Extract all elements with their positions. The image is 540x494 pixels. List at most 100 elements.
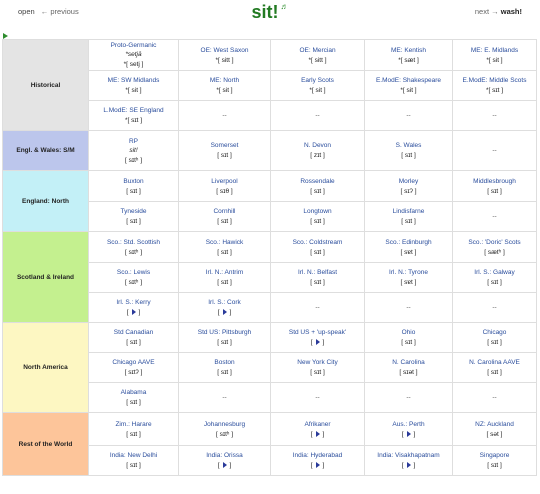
- next-word-link[interactable]: wash!: [500, 7, 522, 16]
- play-audio-icon[interactable]: [315, 462, 320, 469]
- play-audio-icon[interactable]: [406, 462, 411, 469]
- accent-cell[interactable]: Tyneside [ sɪt ]: [88, 201, 179, 232]
- accent-cell[interactable]: Early Scots *[ sit ]: [270, 70, 365, 101]
- next-nav[interactable]: next → wash!: [475, 7, 522, 16]
- accent-cell[interactable]: Irl. N.: Antrim [ sɪt ]: [178, 262, 271, 293]
- accent-cell[interactable]: --: [178, 100, 271, 131]
- location-link[interactable]: Irl. S.: Cork: [208, 299, 241, 306]
- location-link[interactable]: Alabama: [120, 389, 147, 396]
- audio-clip[interactable]: []: [310, 339, 325, 346]
- location-link[interactable]: Afrikaner: [304, 420, 331, 428]
- location-link[interactable]: OE: West Saxon: [200, 46, 249, 54]
- location-link[interactable]: New York City: [297, 359, 338, 366]
- location-link[interactable]: Aus.: Perth: [392, 420, 425, 428]
- accent-cell[interactable]: Sco.: 'Doric' Scots [ sætʰ ]: [452, 231, 537, 263]
- accent-cell[interactable]: N. Carolina [ sɪət ]: [364, 352, 453, 383]
- accent-cell[interactable]: Zim.: Harare [ sɪt ]: [88, 412, 179, 446]
- play-audio-icon[interactable]: [222, 309, 227, 316]
- accent-cell[interactable]: Morley [ sɪʔ ]: [364, 170, 453, 202]
- accent-cell[interactable]: New York City [ sɪt ]: [270, 352, 365, 383]
- location-link[interactable]: Chicago AAVE: [112, 359, 155, 366]
- location-link[interactable]: L.ModE: SE England: [103, 107, 164, 114]
- location-link[interactable]: N. Devon: [303, 142, 332, 149]
- accent-cell[interactable]: Middlesbrough [ sɪt ]: [452, 170, 537, 202]
- accent-cell[interactable]: --: [178, 382, 271, 413]
- accent-cell[interactable]: --: [270, 382, 365, 413]
- accent-cell[interactable]: Boston [ sɪt ]: [178, 352, 271, 383]
- accent-cell[interactable]: India: New Delhi [ sɪt ]: [88, 445, 179, 476]
- location-link[interactable]: RP: [128, 137, 139, 145]
- location-link[interactable]: India: New Delhi: [109, 452, 158, 459]
- location-link[interactable]: Std US: Pittsburgh: [197, 329, 252, 336]
- accent-cell[interactable]: ME: SW Midlands *[ sit ]: [88, 70, 179, 101]
- accent-cell[interactable]: Liverpool [ sɪθ ]: [178, 170, 271, 202]
- accent-cell[interactable]: --: [452, 292, 537, 323]
- accent-cell[interactable]: Somerset [ sɪt ]: [178, 130, 271, 171]
- location-link[interactable]: India: Visakhapatnam: [377, 452, 440, 459]
- location-link[interactable]: Boston: [214, 359, 235, 366]
- location-link[interactable]: Middlesbrough: [473, 177, 516, 185]
- audio-clip[interactable]: []: [217, 462, 232, 469]
- accent-cell[interactable]: OE: Mercian *[ sitt ]: [270, 39, 365, 71]
- accent-cell[interactable]: Lindisfarne [ sɪt ]: [364, 201, 453, 232]
- location-link[interactable]: Tyneside: [120, 208, 147, 215]
- location-link[interactable]: Somerset: [210, 142, 239, 149]
- location-link[interactable]: Johannesburg: [203, 420, 246, 428]
- location-link[interactable]: ME: E. Midlands: [470, 46, 519, 54]
- location-link[interactable]: Lindisfarne: [392, 208, 425, 215]
- accent-cell[interactable]: --: [452, 382, 537, 413]
- accent-cell[interactable]: Irl. S.: Cork []: [178, 292, 271, 323]
- accent-cell[interactable]: Chicago AAVE [ sɪtʔ ]: [88, 352, 179, 383]
- location-link[interactable]: Irl. N.: Belfast: [297, 269, 337, 276]
- audio-clip[interactable]: []: [310, 462, 325, 469]
- accent-cell[interactable]: Longtown [ sɪt ]: [270, 201, 365, 232]
- accent-cell[interactable]: Sco.: Hawick [ sɪt ]: [178, 231, 271, 263]
- location-link[interactable]: Sco.: Hawick: [205, 238, 244, 246]
- location-link[interactable]: Chicago: [482, 329, 507, 336]
- location-link[interactable]: N. Carolina AAVE: [469, 359, 520, 366]
- accent-cell[interactable]: India: Orissa []: [178, 445, 271, 476]
- accent-cell[interactable]: Alabama [ sɪt ]: [88, 382, 179, 413]
- audio-clip[interactable]: []: [310, 430, 325, 438]
- accent-cell[interactable]: --: [452, 130, 537, 171]
- accent-cell[interactable]: Std US + 'up-speak' []: [270, 322, 365, 353]
- play-audio-icon[interactable]: [222, 462, 227, 469]
- location-link[interactable]: Proto-Germanic: [110, 42, 157, 49]
- location-link[interactable]: Morley: [398, 177, 419, 185]
- accent-cell[interactable]: Std US: Pittsburgh [ sɪt ]: [178, 322, 271, 353]
- accent-cell[interactable]: ME: E. Midlands *[ sit ]: [452, 39, 537, 71]
- accent-cell[interactable]: N. Devon [ zɪt ]: [270, 130, 365, 171]
- accent-cell[interactable]: Aus.: Perth []: [364, 412, 453, 446]
- accent-cell[interactable]: --: [452, 201, 537, 232]
- accent-cell[interactable]: --: [364, 100, 453, 131]
- location-link[interactable]: India: Orissa: [206, 452, 243, 459]
- location-link[interactable]: Liverpool: [211, 177, 238, 185]
- accent-cell[interactable]: Proto-Germanic *setjā *[ setj ]: [88, 39, 179, 71]
- play-marker-icon[interactable]: [3, 33, 8, 39]
- accent-cell[interactable]: L.ModE: SE England *[ sɪt ]: [88, 100, 179, 131]
- location-link[interactable]: Sco.: Edinburgh: [385, 238, 432, 246]
- next-link[interactable]: next →: [474, 7, 499, 16]
- location-link[interactable]: Cornhill: [213, 208, 236, 215]
- accent-cell[interactable]: --: [364, 382, 453, 413]
- location-link[interactable]: E.ModE: Middle Scots: [462, 77, 527, 84]
- open-link[interactable]: open: [18, 7, 35, 16]
- location-link[interactable]: Rossendale: [300, 177, 335, 185]
- location-link[interactable]: India: Hyderabad: [292, 452, 343, 459]
- location-link[interactable]: Std Canadian: [113, 329, 154, 336]
- location-link[interactable]: Irl. N.: Tyrone: [389, 269, 428, 276]
- accent-cell[interactable]: Johannesburg [ sɪtʰ ]: [178, 412, 271, 446]
- audio-clip[interactable]: []: [401, 462, 416, 469]
- location-link[interactable]: E.ModE: Shakespeare: [375, 77, 442, 84]
- accent-cell[interactable]: Sco.: Std. Scottish [ sɪtʰ ]: [88, 231, 179, 263]
- play-audio-icon[interactable]: [131, 309, 136, 316]
- location-link[interactable]: ME: SW Midlands: [107, 77, 160, 84]
- play-audio-icon[interactable]: [315, 430, 320, 437]
- location-link[interactable]: ME: North: [209, 77, 240, 84]
- play-audio-icon[interactable]: [315, 339, 320, 346]
- accent-cell[interactable]: E.ModE: Shakespeare *[ sit ]: [364, 70, 453, 101]
- location-link[interactable]: N. Carolina: [392, 359, 425, 366]
- location-link[interactable]: S. Wales: [395, 142, 422, 149]
- location-link[interactable]: Early Scots: [301, 77, 334, 84]
- accent-cell[interactable]: Buxton [ sɪt ]: [88, 170, 179, 202]
